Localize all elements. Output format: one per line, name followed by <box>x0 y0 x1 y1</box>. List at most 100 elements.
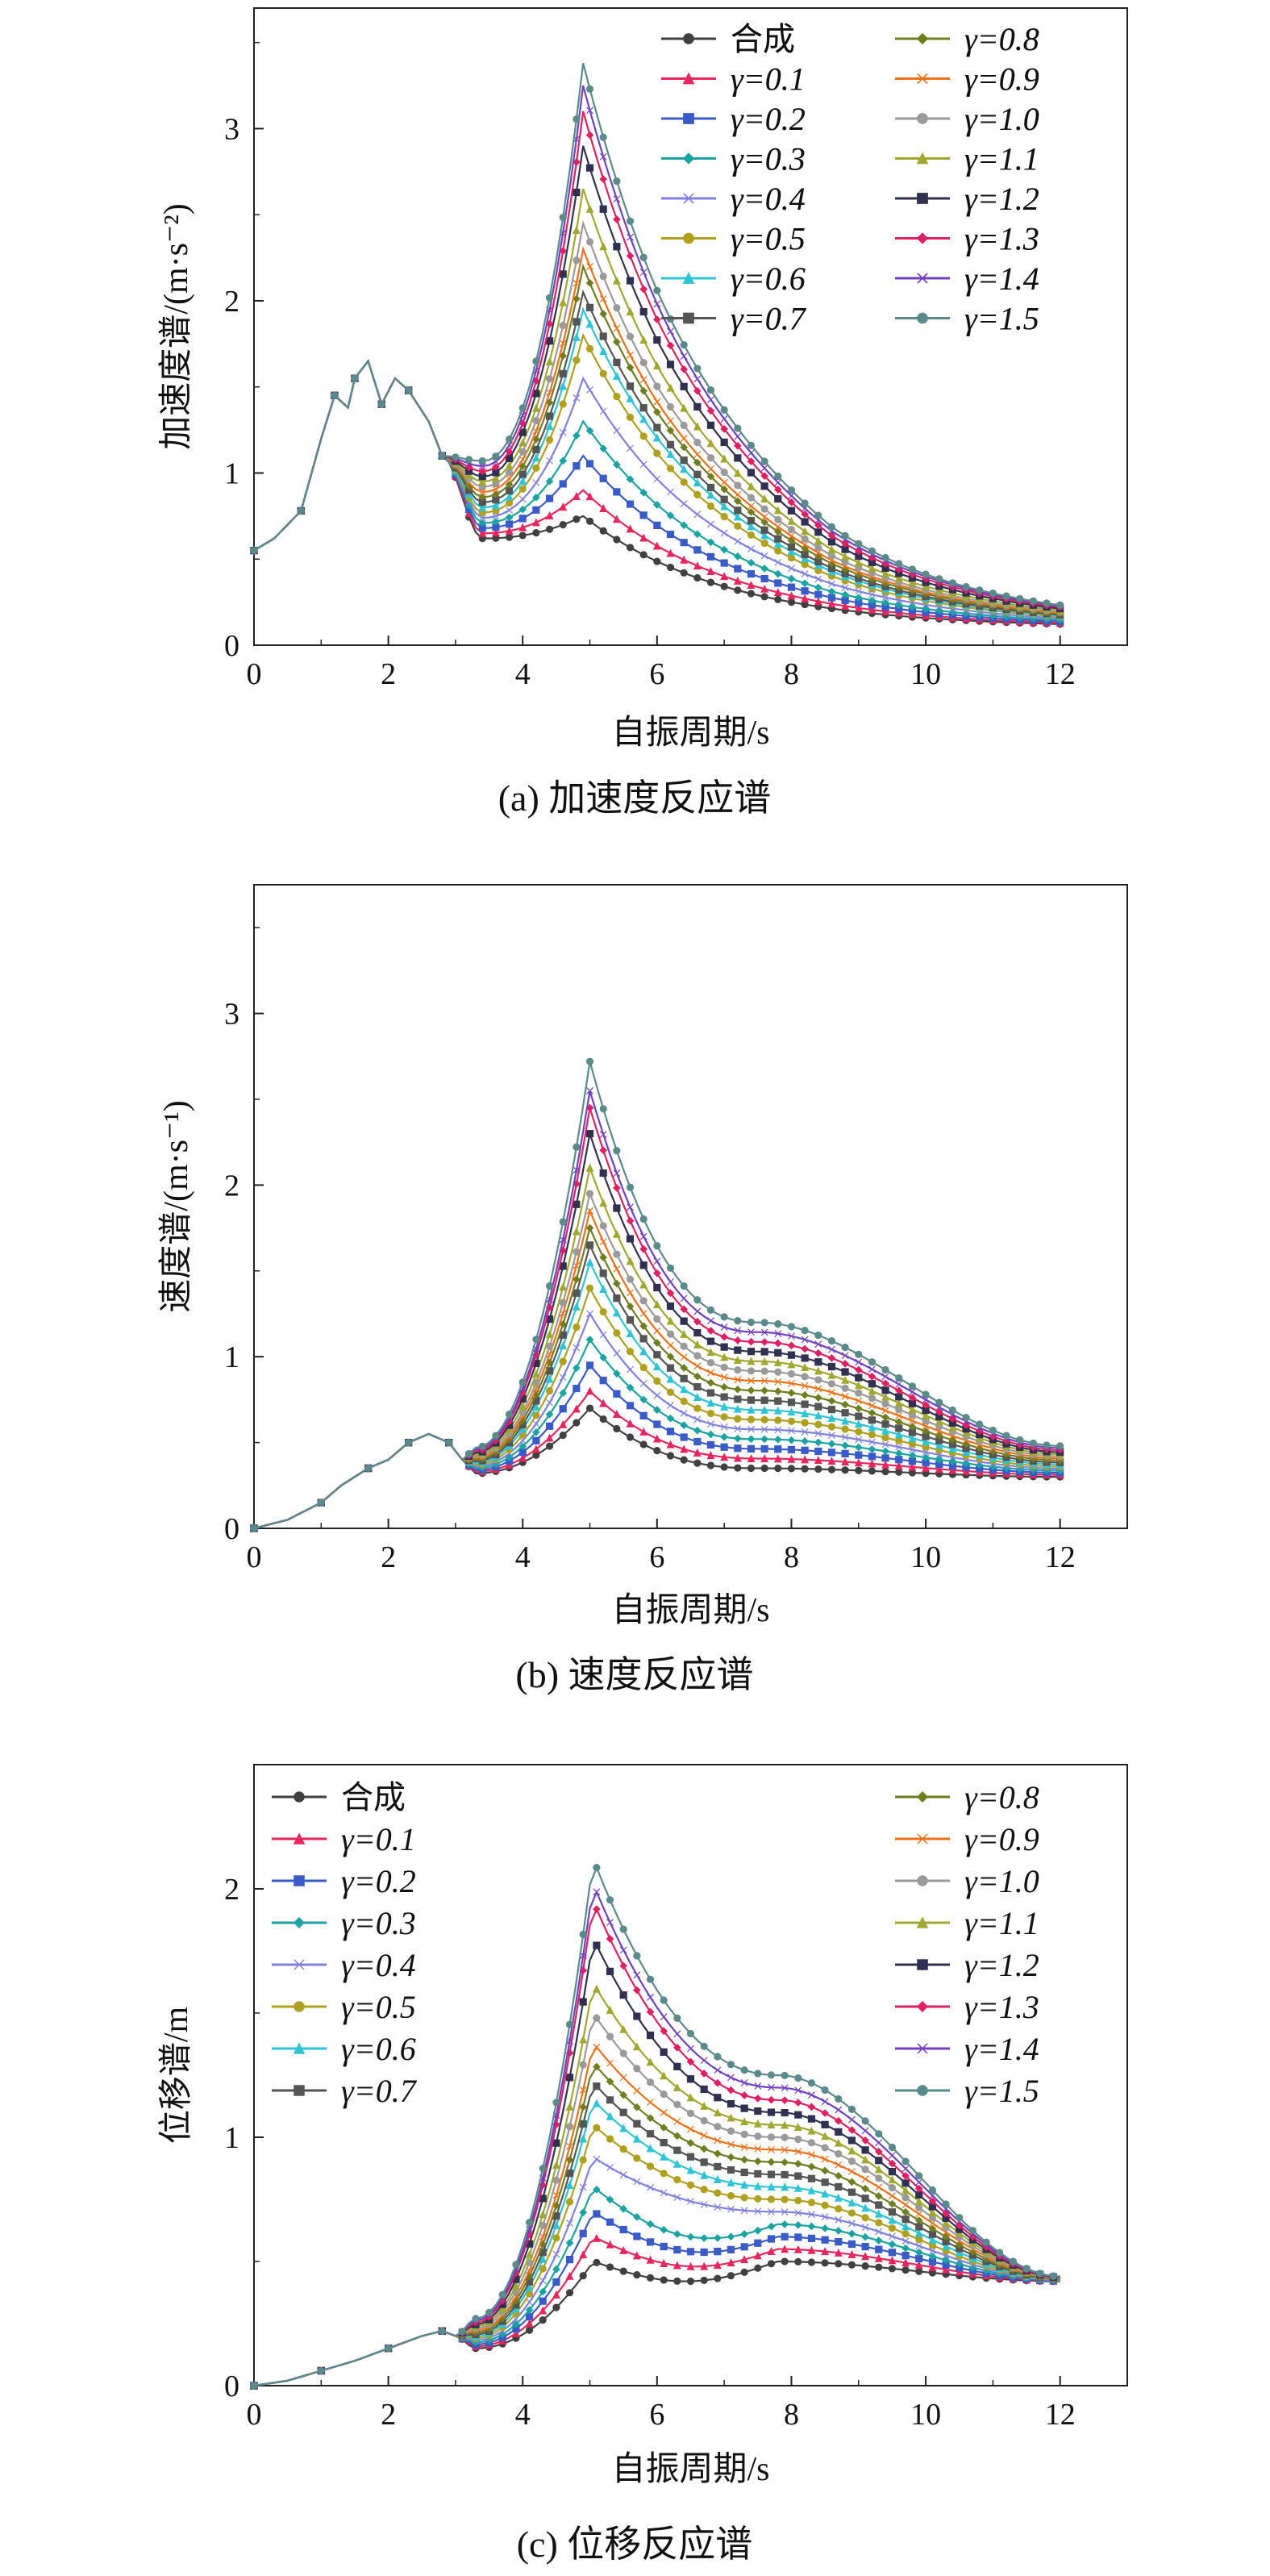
x-axis-label: 自振周期/s <box>611 715 769 752</box>
legend-marker <box>916 152 929 165</box>
legend-label: γ=1.3 <box>964 1989 1039 2025</box>
legend-label: γ=0.3 <box>731 141 806 177</box>
series-line <box>253 110 1060 608</box>
legend-label: 合成 <box>731 21 795 57</box>
y-axis-label: 加速度谱/(m·s⁻²) <box>158 203 195 449</box>
series-line <box>253 1986 1060 2387</box>
y-tick-label: 2 <box>224 1873 239 1907</box>
panel-caption: (a) 加速度反应谱 <box>498 777 772 819</box>
legend-marker <box>682 72 695 85</box>
legend-label: γ=0.2 <box>341 1863 416 1899</box>
legend-label: γ=0.5 <box>731 221 806 257</box>
legend-label: 合成 <box>341 1779 406 1815</box>
legend-marker <box>916 1790 929 1803</box>
legend-label: γ=1.5 <box>964 2073 1039 2109</box>
x-tick-label: 6 <box>649 1540 664 1574</box>
legend-marker <box>294 1791 305 1803</box>
x-tick-label: 2 <box>381 1540 396 1574</box>
series-markers <box>250 2014 1057 2390</box>
legend-label: γ=1.0 <box>964 101 1039 137</box>
x-tick-label: 2 <box>381 2398 396 2432</box>
legend-label: γ=0.4 <box>341 1947 416 1983</box>
series-markers <box>250 278 1064 618</box>
series-line <box>253 2260 1060 2387</box>
legend-label: γ=0.4 <box>731 181 806 217</box>
series-line <box>253 2157 1060 2387</box>
y-axis-label: 位移谱/m <box>157 2007 195 2145</box>
series-markers <box>250 85 1064 609</box>
legend-marker <box>293 2042 306 2054</box>
legend-label: γ=0.8 <box>964 1779 1039 1815</box>
legend-label: γ=0.7 <box>731 301 807 337</box>
legend-marker <box>917 1833 928 1844</box>
x-tick-label: 12 <box>1045 2398 1076 2432</box>
series-line <box>253 1865 1060 2387</box>
series-line <box>253 2084 1060 2387</box>
legend-label: 合成 <box>731 21 795 57</box>
legend-marker <box>683 113 694 124</box>
series-markers <box>250 1190 1064 1532</box>
series-markers <box>250 106 1064 610</box>
legend-marker <box>294 1875 305 1886</box>
legend-marker <box>294 2085 305 2096</box>
legend-label: γ=0.8 <box>964 21 1039 57</box>
y-tick-label: 0 <box>224 2370 239 2403</box>
legend-marker <box>917 2043 928 2054</box>
legend-marker <box>293 1916 306 1929</box>
legend-label: γ=0.2 <box>731 101 806 137</box>
y-tick-label: 3 <box>224 112 239 146</box>
legend-marker <box>916 232 929 244</box>
x-tick-label: 6 <box>649 2398 664 2432</box>
legend-label: γ=0.1 <box>731 61 806 98</box>
legend-marker <box>917 2085 928 2096</box>
legend-marker <box>293 1832 306 1844</box>
legend-label: γ=1.0 <box>964 101 1039 137</box>
series-line <box>253 332 1060 618</box>
legend-label: γ=0.3 <box>341 1905 416 1941</box>
series-markers <box>250 131 1064 611</box>
legend-label: γ=0.6 <box>731 261 806 297</box>
x-tick-label: 10 <box>910 1540 941 1574</box>
legend-label: γ=0.8 <box>964 21 1039 57</box>
legend-marker <box>917 312 928 324</box>
legend-label: γ=0.5 <box>731 221 806 257</box>
plot-frame <box>253 1764 1128 2386</box>
legend-label: γ=0.7 <box>341 2073 418 2109</box>
x-tick-label: 10 <box>910 657 941 691</box>
legend-label: γ=1.1 <box>964 1905 1039 1941</box>
series-markers <box>250 1864 1057 2390</box>
legend-label: γ=0.9 <box>964 1821 1039 1857</box>
legend-label: γ=1.1 <box>964 141 1039 177</box>
y-tick-label: 1 <box>224 456 239 490</box>
x-tick-label: 2 <box>381 657 396 691</box>
y-tick-label: 1 <box>224 2121 239 2155</box>
legend-label: γ=0.3 <box>731 141 806 177</box>
x-tick-label: 8 <box>784 1540 799 1574</box>
legend-marker <box>917 1959 928 1970</box>
legend-marker <box>683 33 694 44</box>
legend-label: γ=0.4 <box>731 181 806 217</box>
x-tick-label: 0 <box>247 2398 262 2432</box>
legend-label: γ=1.4 <box>964 261 1039 297</box>
legend-label: γ=1.3 <box>964 221 1039 257</box>
y-axis-label: 速度谱/(m·s⁻¹) <box>158 1100 195 1312</box>
x-tick-label: 12 <box>1045 657 1076 691</box>
panel-caption: (b) 速度反应谱 <box>515 1654 753 1695</box>
panel-caption: (c) 位移反应谱 <box>517 2524 753 2565</box>
series-line <box>253 2236 1060 2387</box>
x-axis-label: 自振周期/s <box>611 2451 769 2488</box>
legend-marker <box>917 273 928 284</box>
x-tick-label: 4 <box>515 657 531 691</box>
legend-label: γ=1.3 <box>964 221 1039 257</box>
series-markers <box>250 2082 1057 2390</box>
legend-marker <box>917 1875 928 1886</box>
y-tick-label: 2 <box>224 1169 239 1203</box>
legend-marker <box>682 152 695 165</box>
x-tick-label: 6 <box>649 657 664 691</box>
x-tick-label: 8 <box>784 657 799 691</box>
legend-label: γ=0.2 <box>731 101 806 137</box>
x-tick-label: 4 <box>515 1540 531 1574</box>
series-line <box>253 306 1060 617</box>
